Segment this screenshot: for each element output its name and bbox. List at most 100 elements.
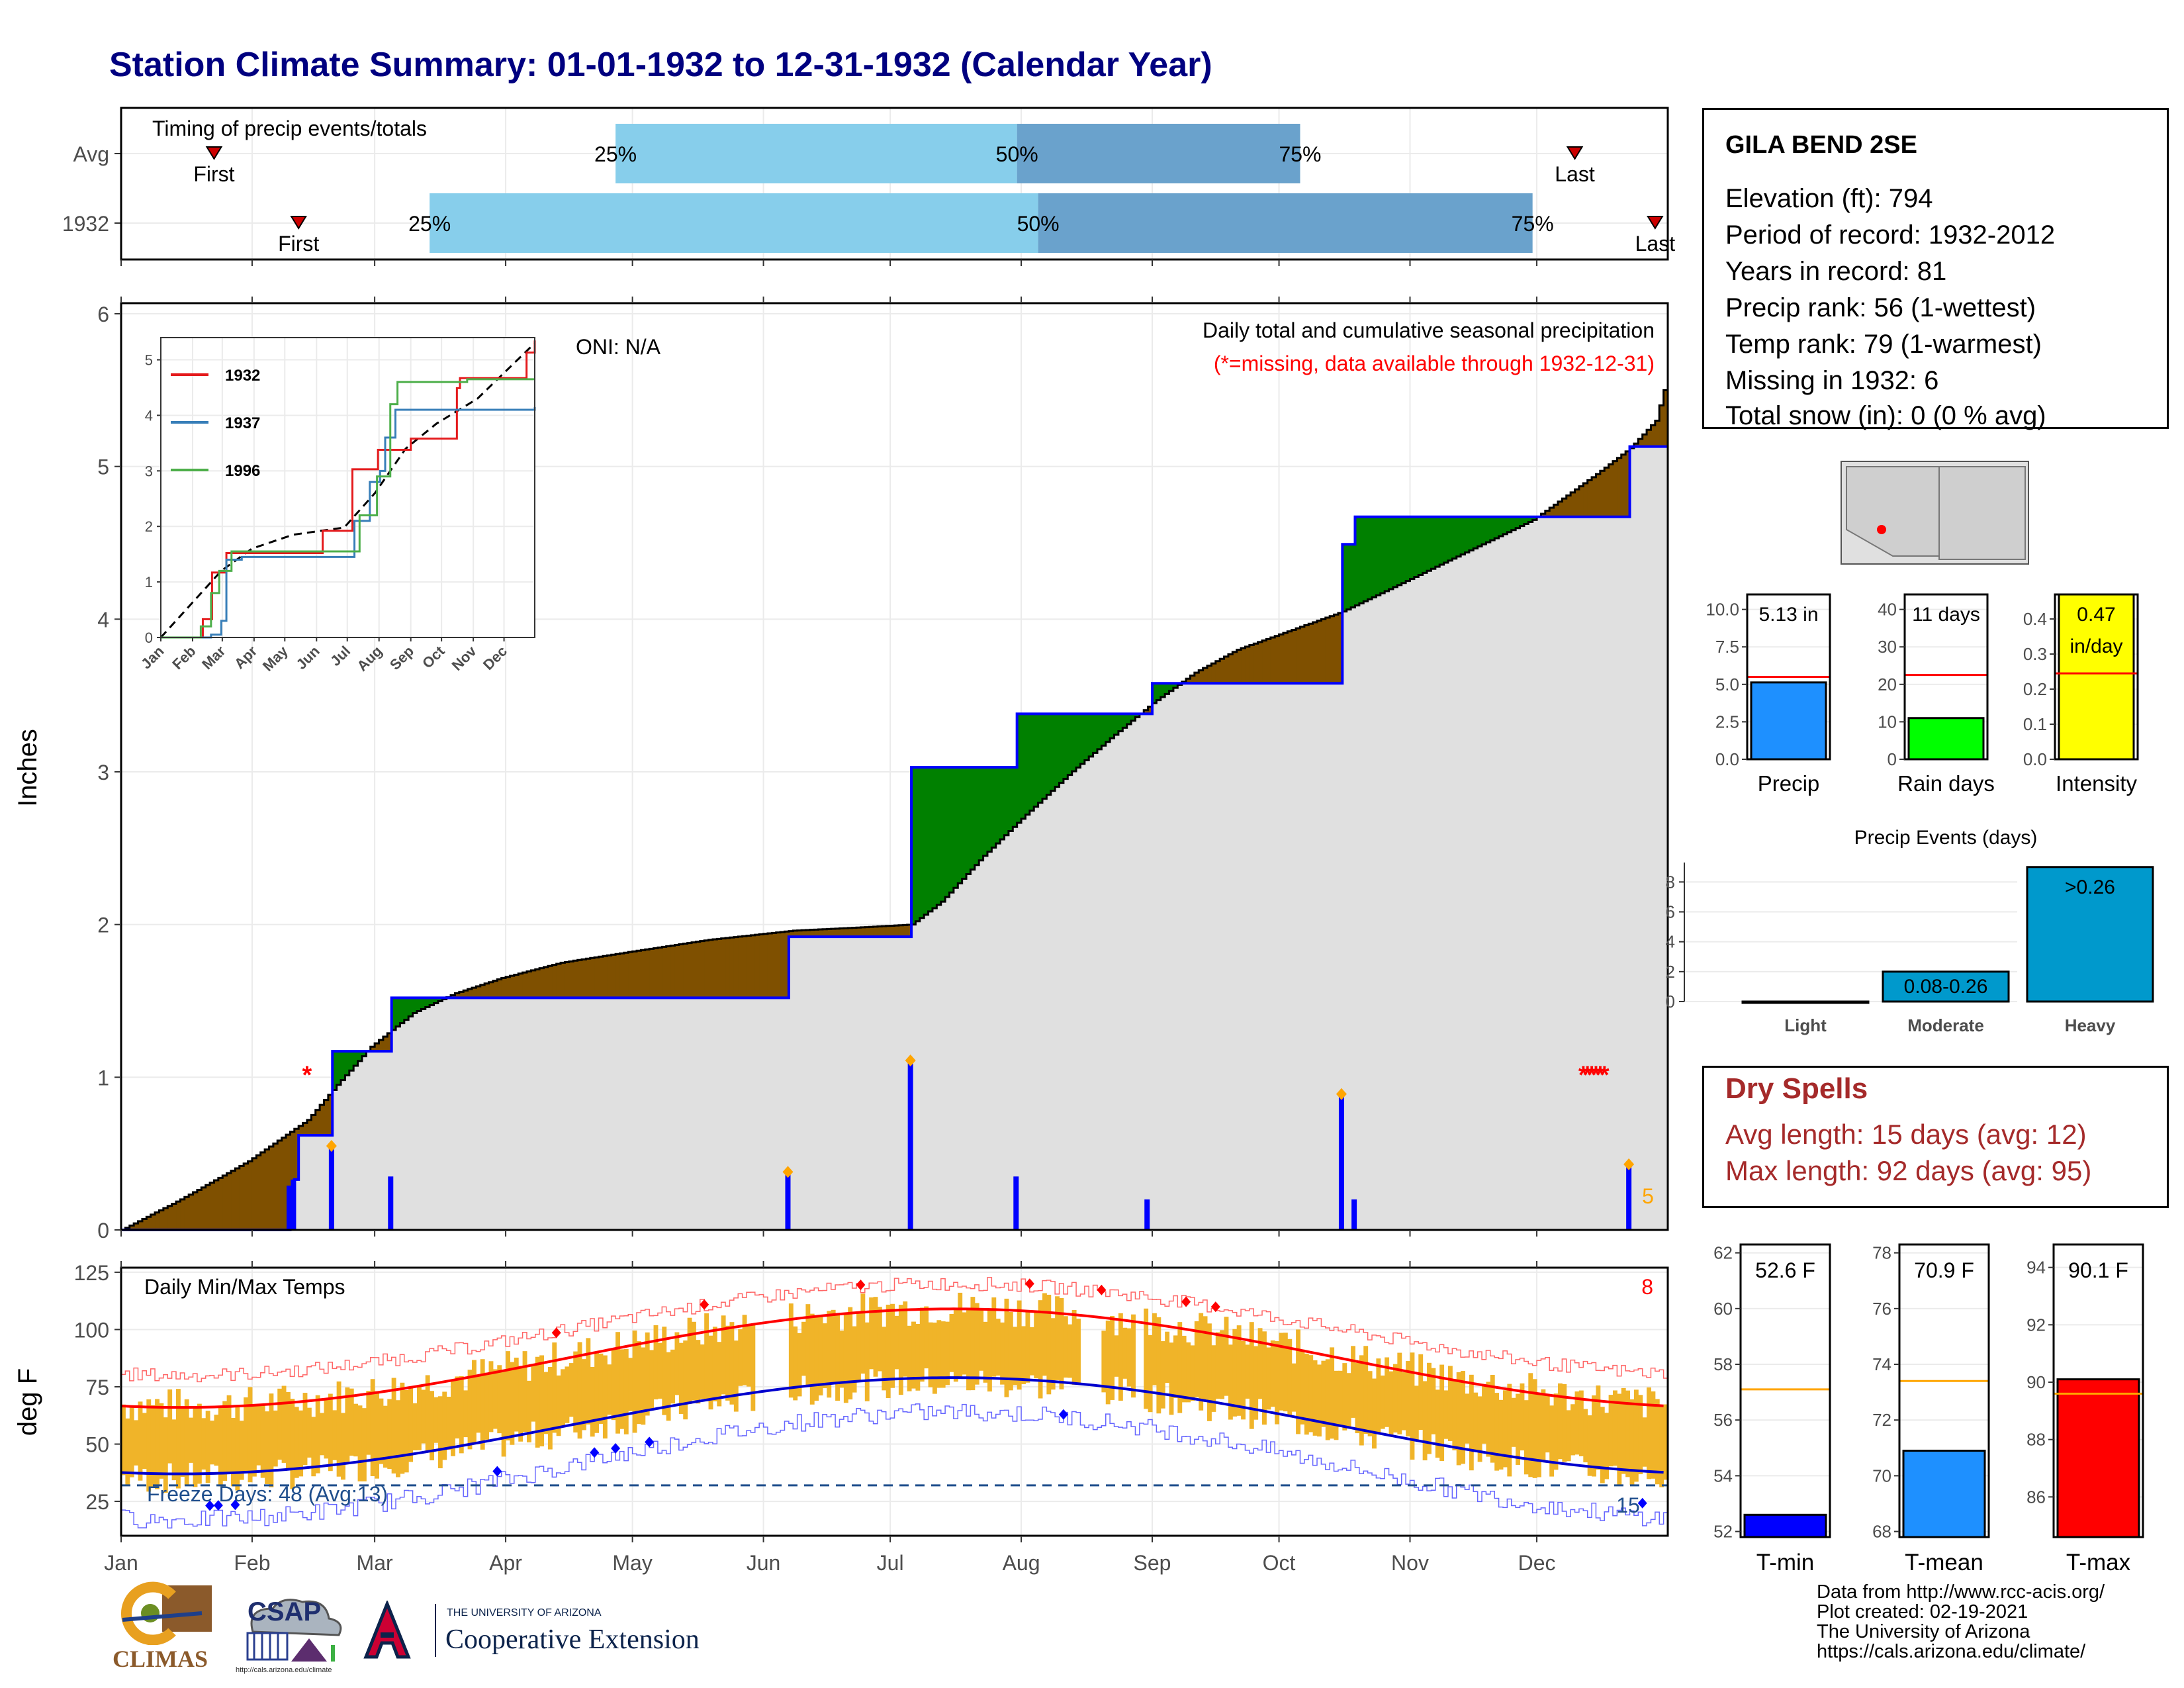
precip-daily-bar: [328, 1146, 334, 1230]
temp-daily-bar: [1511, 1397, 1516, 1447]
temp-daily-bar: [1160, 1341, 1165, 1409]
temp-daily-bar: [1651, 1391, 1656, 1479]
summary-y-tick-label: 10: [1878, 712, 1897, 731]
precip-below-avg-band: [1291, 630, 1297, 684]
precip-daily-bar: [1351, 1199, 1357, 1230]
dry-spells-max: Max length: 92 days (avg: 95): [1725, 1155, 2092, 1186]
precip-below-avg-band: [1304, 625, 1309, 684]
temp-daily-bar: [306, 1407, 312, 1458]
precip-below-avg-band: [189, 1194, 194, 1230]
precip-above-avg-band: [425, 998, 430, 1008]
temp-daily-bar: [1194, 1321, 1199, 1397]
precip-above-avg-band: [1511, 516, 1516, 530]
events-title: Precip Events (days): [1854, 827, 2038, 849]
temp-avg-max-line: [120, 1307, 1664, 1409]
precip-y-tick-label: 0: [97, 1219, 109, 1243]
precip-below-avg-band: [814, 929, 819, 937]
precip-below-avg-band: [251, 1158, 257, 1230]
timing-first-marker: [290, 216, 307, 230]
precip-above-avg-band: [1342, 544, 1347, 612]
temp-daily-bar: [577, 1342, 582, 1439]
temp-daily-bar: [357, 1405, 363, 1481]
footer-university: The University of Arizona: [1817, 1621, 2030, 1642]
precip-below-avg-band: [657, 947, 662, 998]
temp-daily-bar: [294, 1407, 299, 1478]
precip-below-avg-band: [328, 1095, 333, 1135]
precip-below-avg-band: [260, 1152, 265, 1230]
precip-below-avg-band: [1570, 492, 1576, 517]
temp-daily-bar: [416, 1386, 422, 1450]
temp-daily-bar: [1220, 1330, 1225, 1399]
temp-daily-bar: [387, 1399, 392, 1470]
precip-below-avg-band: [146, 1217, 152, 1230]
temp-daily-bar: [860, 1293, 866, 1374]
precip-below-avg-band: [497, 979, 502, 998]
temp-daily-bar: [480, 1359, 485, 1450]
precip-daily-bar: [907, 1060, 913, 1230]
events-chart: Light 0.08-0.26 Moderate >0.26 Heavy 0 2 4 6 8 Pre…: [1666, 827, 2154, 1035]
temp-daily-bar: [1431, 1368, 1436, 1434]
precip-above-avg-band: [349, 1051, 354, 1071]
precip-below-avg-band: [907, 925, 912, 937]
precip-max-marker: [326, 1140, 337, 1152]
station-name: GILA BEND 2SE: [1725, 131, 1917, 159]
csap-logo-mark: [246, 1599, 342, 1662]
temp-daily-bar: [1410, 1352, 1415, 1460]
stat-precip-rank: Precip rank: 56 (1-wettest): [1725, 293, 2036, 322]
precip-above-avg-band: [1524, 516, 1529, 524]
precip-below-avg-band: [184, 1197, 189, 1230]
temp-daily-bar: [155, 1399, 159, 1489]
precip-above-avg-band: [1160, 683, 1165, 697]
precip-above-avg-band: [1372, 516, 1377, 598]
precip-below-avg-band: [852, 927, 857, 937]
summary-value-label: in/day: [2070, 635, 2122, 657]
temp-daily-bar: [506, 1351, 510, 1441]
temp-daily-bar: [302, 1393, 308, 1466]
temp-daily-bar: [328, 1393, 333, 1472]
summary-y-tick-label: 2.5: [1715, 712, 1739, 731]
precip-below-avg-band: [565, 962, 570, 998]
temp-daily-bar: [882, 1327, 887, 1391]
temp-daily-bar: [222, 1401, 228, 1481]
precip-above-avg-band: [1443, 516, 1449, 563]
temp-daily-bar: [987, 1310, 992, 1392]
precip-below-avg-band: [142, 1219, 147, 1230]
events-category-label: Heavy: [2065, 1015, 2116, 1035]
temp-daily-bar: [814, 1316, 819, 1401]
precip-below-avg-band: [197, 1190, 202, 1230]
temp-daily-bar: [1385, 1357, 1390, 1427]
temp-daily-bar: [1342, 1363, 1347, 1430]
temp-daily-bar: [201, 1418, 206, 1470]
precip-below-avg-band: [488, 982, 494, 998]
precip-below-avg-band: [1638, 439, 1643, 447]
precip-below-avg-band: [712, 939, 717, 998]
precip-above-avg-band: [958, 767, 963, 884]
precip-below-avg-band: [1338, 613, 1343, 684]
temp-daily-bar: [1537, 1394, 1541, 1477]
precip-below-avg-band: [218, 1178, 223, 1230]
precip-below-avg-band: [843, 928, 848, 937]
precip-below-avg-band: [539, 968, 545, 998]
summary-value-label: 5.13 in: [1758, 604, 1818, 626]
inset-series-line-1932: [161, 340, 536, 639]
temp-daily-bar: [324, 1399, 329, 1459]
temp-daily-bar: [1304, 1353, 1309, 1435]
temp-daily-bar: [1456, 1372, 1461, 1466]
precip-below-avg-band: [167, 1205, 173, 1230]
precip-above-avg-band: [1431, 516, 1436, 569]
temp-daily-bar: [1392, 1364, 1398, 1433]
temp-summary-y-tick-label: 76: [1872, 1299, 1891, 1319]
precip-above-avg-band: [1021, 714, 1026, 819]
temp-daily-bar: [400, 1382, 405, 1474]
temp-daily-bar: [1131, 1314, 1136, 1398]
precip-below-avg-band: [290, 1131, 295, 1224]
temp-daily-bar: [1330, 1347, 1335, 1439]
precip-below-avg-band: [619, 953, 625, 998]
temp-daily-bar: [167, 1389, 173, 1464]
temp-daily-bar: [708, 1335, 713, 1410]
precip-below-avg-band: [637, 951, 641, 998]
precip-above-avg-band: [1055, 714, 1060, 787]
temp-daily-bar: [210, 1421, 214, 1465]
temp-daily-bar: [725, 1325, 730, 1401]
temp-daily-bar: [970, 1297, 976, 1391]
